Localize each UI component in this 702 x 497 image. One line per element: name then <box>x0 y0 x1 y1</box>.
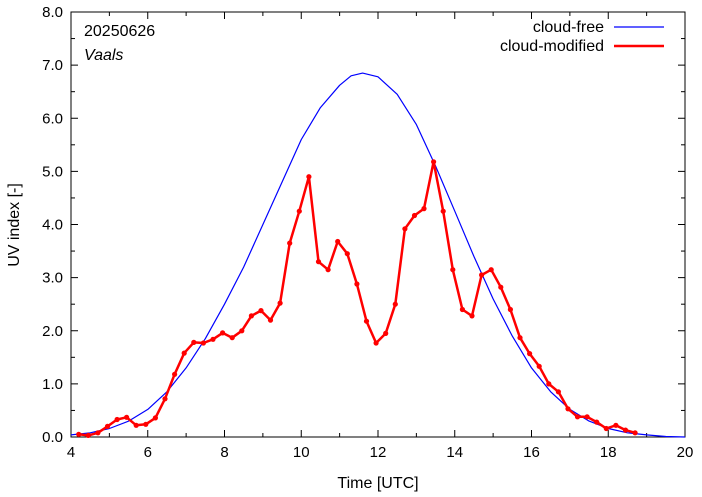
data-point-cloud-modified <box>603 425 609 432</box>
y-tick-label: 7.0 <box>42 57 63 74</box>
data-point-cloud-modified <box>402 226 408 232</box>
data-point-cloud-modified <box>440 208 446 214</box>
data-point-cloud-modified <box>181 350 187 356</box>
data-point-cloud-modified <box>411 212 418 219</box>
x-tick-label: 6 <box>144 444 152 461</box>
y-tick-label: 6.0 <box>42 110 63 127</box>
data-point-cloud-modified <box>536 363 542 369</box>
y-axis-ticks: 0.0 1.0 2.0 3.0 4.0 5.0 6.0 7.0 8.0 <box>42 4 685 446</box>
y-tick-label: 3.0 <box>42 270 63 287</box>
data-point-cloud-modified <box>392 301 398 307</box>
data-point-cloud-modified <box>258 308 264 314</box>
data-point-cloud-modified <box>229 335 235 341</box>
y-tick-label: 5.0 <box>42 163 63 180</box>
data-point-cloud-modified <box>507 306 513 313</box>
data-point-cloud-modified <box>248 313 254 319</box>
data-point-cloud-modified <box>133 422 139 428</box>
data-point-cloud-modified <box>363 318 370 324</box>
plot-frame <box>70 11 686 438</box>
data-point-cloud-modified <box>85 432 91 438</box>
data-point-cloud-modified <box>421 206 427 212</box>
data-point-cloud-modified <box>479 272 485 278</box>
data-point-cloud-modified <box>287 240 293 246</box>
data-point-cloud-modified <box>622 427 629 433</box>
data-point-cloud-modified <box>143 421 149 427</box>
x-tick-label: 12 <box>370 444 387 461</box>
y-tick-label: 4.0 <box>42 217 63 234</box>
data-point-cloud-modified <box>488 267 494 273</box>
x-axis-title: Time [UTC] <box>337 475 418 492</box>
data-point-cloud-modified <box>555 389 562 395</box>
data-point-cloud-modified <box>277 300 283 306</box>
data-point-cloud-modified <box>95 430 101 436</box>
data-point-cloud-modified <box>76 431 82 437</box>
y-tick-label: 2.0 <box>42 323 63 340</box>
data-point-cloud-modified <box>354 281 360 287</box>
legend-label-cloud-modified: cloud-modified <box>500 38 604 55</box>
x-tick-label: 4 <box>67 444 75 461</box>
x-tick-label: 16 <box>523 444 540 461</box>
data-point-cloud-modified <box>315 259 322 265</box>
data-point-cloud-modified <box>325 267 331 273</box>
series-line-cloud-modified <box>78 160 636 437</box>
series-line-cloud-free <box>70 72 686 438</box>
data-point-cloud-modified <box>450 267 456 273</box>
data-point-cloud-modified <box>114 416 120 423</box>
data-point-cloud-modified <box>632 430 638 436</box>
y-tick-label: 0.0 <box>42 429 63 446</box>
series-layer <box>70 72 686 438</box>
data-point-cloud-modified <box>210 336 216 342</box>
x-tick-label: 20 <box>677 444 694 461</box>
data-point-cloud-modified <box>431 159 437 165</box>
data-point-cloud-modified <box>498 284 504 290</box>
data-point-cloud-modified <box>383 330 389 336</box>
data-point-cloud-modified <box>574 414 581 420</box>
x-tick-label: 10 <box>293 444 310 461</box>
data-point-cloud-modified <box>565 406 571 412</box>
data-point-cloud-modified <box>239 328 245 334</box>
data-point-cloud-modified <box>220 330 226 336</box>
date-annotation: 20250626 <box>84 23 155 40</box>
data-point-cloud-modified <box>124 414 130 420</box>
x-tick-label: 18 <box>600 444 617 461</box>
data-point-cloud-modified <box>335 238 341 245</box>
data-point-cloud-modified <box>172 371 178 377</box>
data-point-cloud-modified <box>344 251 350 257</box>
y-axis-title: UV index [-] <box>6 183 23 267</box>
data-point-cloud-modified <box>594 419 600 425</box>
data-point-cloud-modified <box>584 414 590 420</box>
data-point-cloud-modified <box>267 317 274 323</box>
data-point-cloud-modified <box>459 306 465 313</box>
data-point-cloud-modified <box>152 415 158 421</box>
legend-label-cloud-free: cloud-free <box>533 19 604 36</box>
data-point-cloud-modified <box>162 396 168 402</box>
data-point-cloud-modified <box>527 351 533 357</box>
y-tick-label: 1.0 <box>42 376 63 393</box>
data-point-cloud-modified <box>306 174 312 180</box>
data-point-cloud-modified <box>373 340 379 346</box>
x-tick-label: 14 <box>446 444 463 461</box>
data-point-cloud-modified <box>517 335 523 341</box>
y-tick-label: 8.0 <box>42 4 63 21</box>
data-point-cloud-modified <box>613 422 619 428</box>
data-point-cloud-modified <box>469 313 475 319</box>
data-point-cloud-modified <box>200 340 206 346</box>
data-point-cloud-modified <box>296 208 302 214</box>
x-axis-ticks: 4 6 8 10 12 14 16 18 20 <box>67 12 694 461</box>
data-point-cloud-modified <box>546 381 552 387</box>
data-point-cloud-modified <box>104 423 111 429</box>
x-tick-label: 8 <box>220 444 228 461</box>
station-annotation: Vaals <box>84 47 123 64</box>
data-point-cloud-modified <box>191 339 197 345</box>
